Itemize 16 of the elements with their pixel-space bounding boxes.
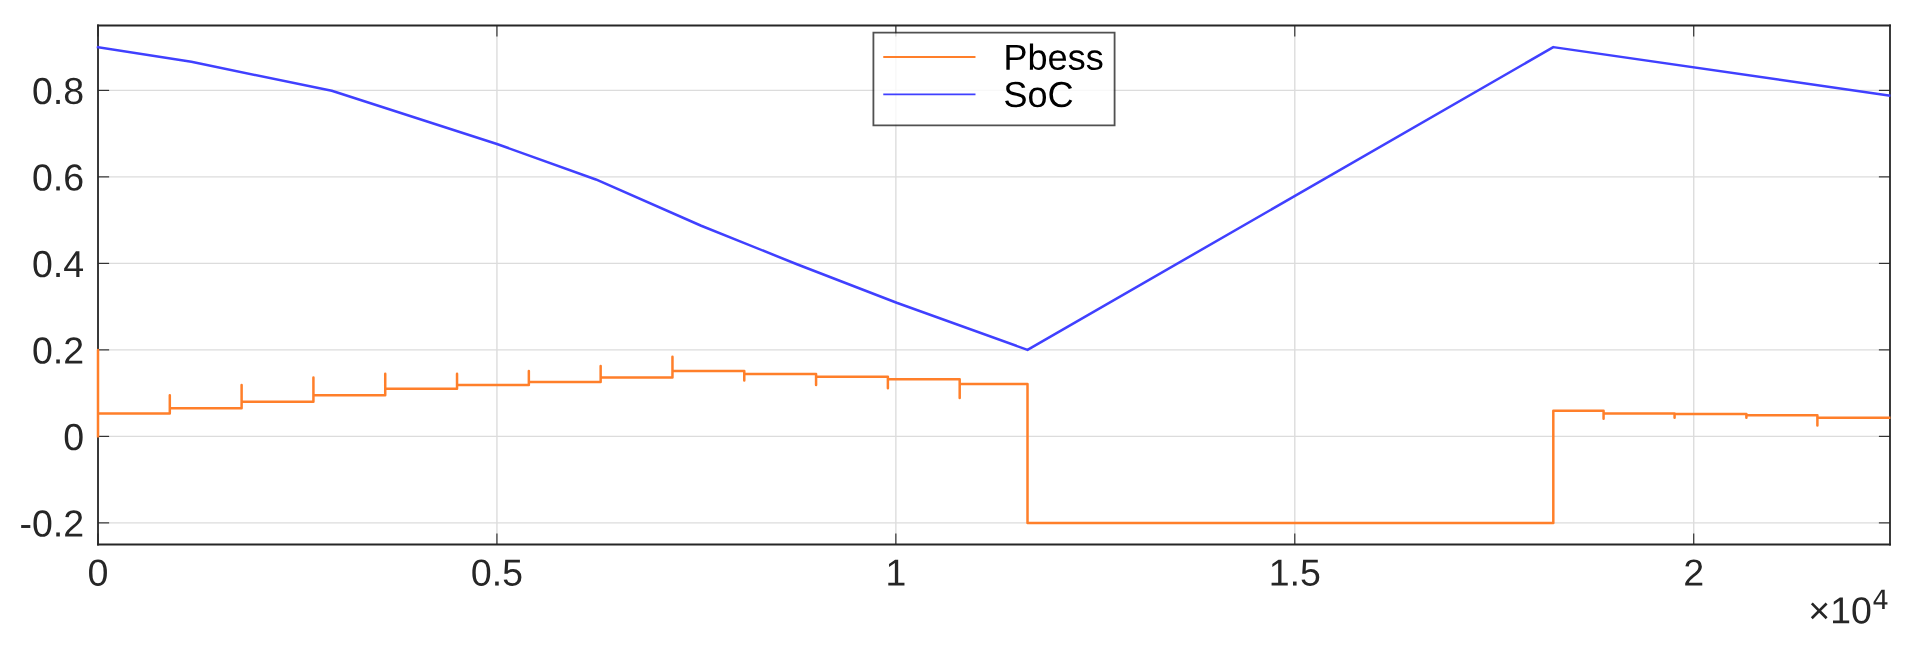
y-tick-label: 0.4 xyxy=(33,250,84,278)
line-series xyxy=(96,348,1891,525)
line-series xyxy=(96,45,1891,352)
legend-label: SoC xyxy=(1005,81,1073,108)
y-tick-label: -0.2 xyxy=(21,510,83,537)
x-tick-label: 0.5 xyxy=(472,559,522,586)
x-tick-label: 1.5 xyxy=(1271,559,1320,586)
y-tick-label: 0.8 xyxy=(33,77,83,105)
x-tick-label: 0 xyxy=(89,559,107,586)
x-tick-label: 1 xyxy=(888,559,905,586)
y-tick-label: 0 xyxy=(64,423,83,451)
x-tick-label: 2 xyxy=(1685,559,1703,586)
text: ×10$^{4}$ xyxy=(1810,589,1888,624)
legend-label: Pbess xyxy=(1006,43,1103,71)
y-tick-label: 0.6 xyxy=(33,164,83,191)
y-tick-label: 0.2 xyxy=(33,337,83,364)
